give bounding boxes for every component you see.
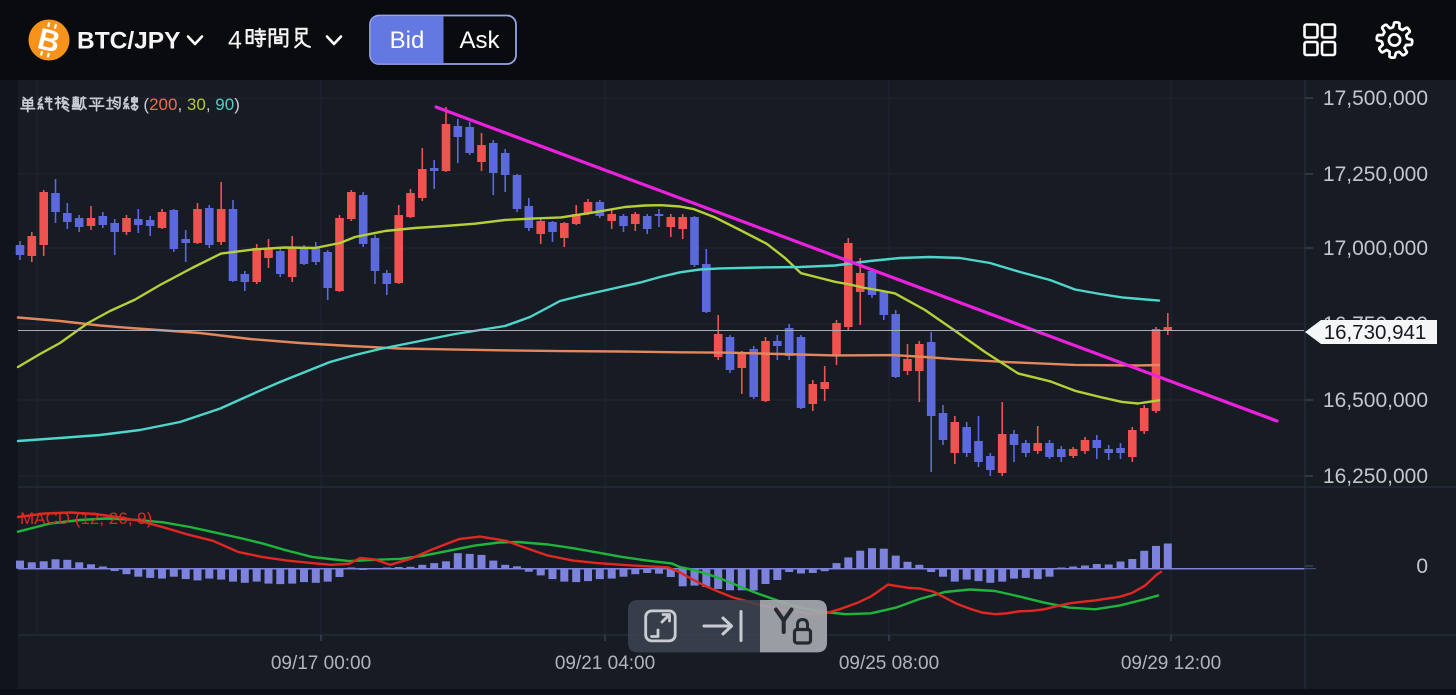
svg-text:Ask: Ask	[459, 27, 500, 54]
svg-text:BTC/JPY: BTC/JPY	[77, 28, 180, 55]
svg-text:09/29 12:00: 09/29 12:00	[1121, 653, 1221, 674]
svg-text:17,250,000: 17,250,000	[1323, 163, 1428, 186]
svg-text:16,250,000: 16,250,000	[1323, 465, 1428, 488]
svg-text:09/21 04:00: 09/21 04:00	[555, 653, 655, 674]
svg-text:17,500,000: 17,500,000	[1323, 87, 1428, 110]
svg-text:4: 4	[228, 27, 242, 55]
svg-text:16,730,941: 16,730,941	[1324, 321, 1427, 344]
svg-text:(200, 30, 90): (200, 30, 90)	[143, 95, 239, 114]
svg-text:09/25 08:00: 09/25 08:00	[839, 653, 939, 674]
svg-text:16,500,000: 16,500,000	[1323, 389, 1428, 412]
svg-text:Bid: Bid	[390, 27, 425, 54]
svg-text:17,000,000: 17,000,000	[1323, 237, 1428, 260]
svg-text:MACD (12, 26, 9): MACD (12, 26, 9)	[20, 509, 152, 528]
svg-text:0: 0	[1416, 555, 1428, 578]
svg-text:09/17 00:00: 09/17 00:00	[271, 653, 371, 674]
